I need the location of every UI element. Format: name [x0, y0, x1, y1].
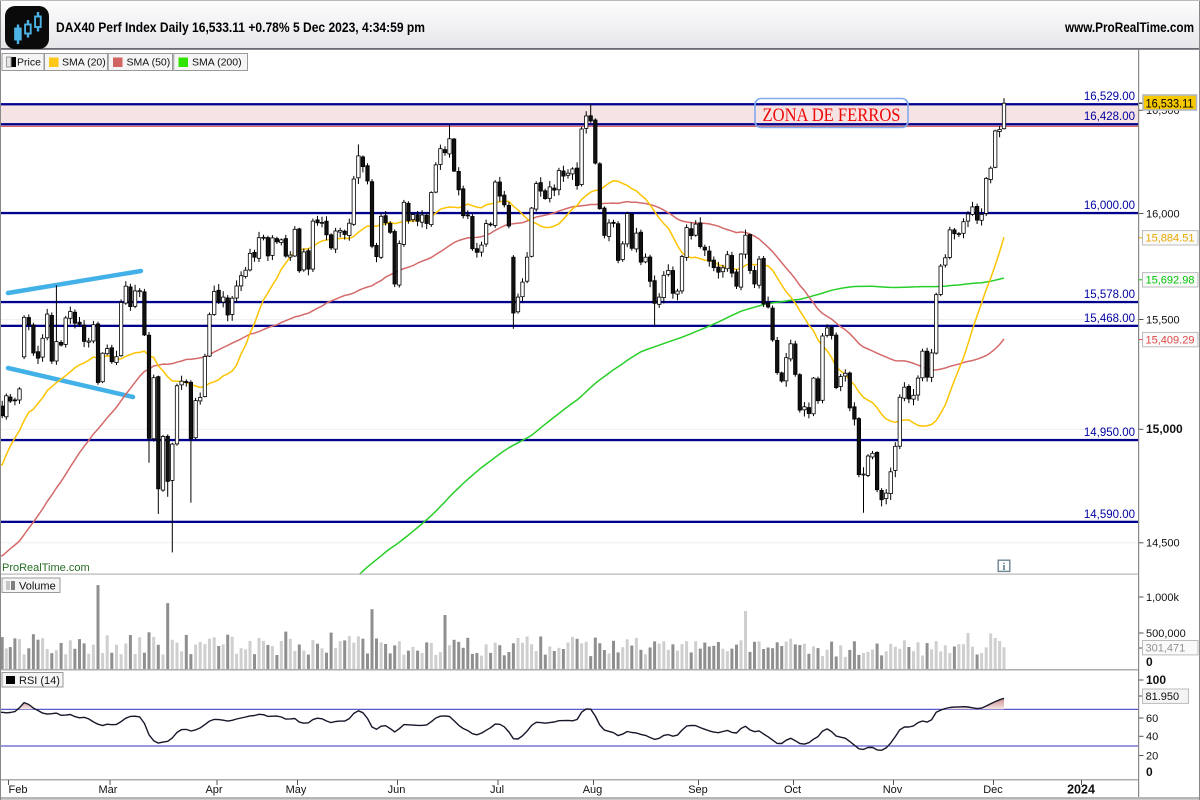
- svg-text:Apr: Apr: [205, 784, 222, 796]
- svg-text:20: 20: [1146, 750, 1158, 762]
- svg-text:40: 40: [1146, 731, 1158, 743]
- svg-text:15,500: 15,500: [1146, 314, 1180, 326]
- svg-text:301,471: 301,471: [1146, 643, 1186, 655]
- svg-text:Feb: Feb: [9, 784, 28, 796]
- svg-text:15,692.98: 15,692.98: [1146, 275, 1195, 287]
- svg-text:15,000: 15,000: [1146, 422, 1183, 436]
- svg-text:Oct: Oct: [784, 784, 801, 796]
- svg-text:16,529.00: 16,529.00: [1084, 91, 1135, 103]
- svg-text:ProRealTime.com: ProRealTime.com: [2, 562, 90, 574]
- svg-text:16,000: 16,000: [1146, 208, 1180, 220]
- svg-text:Mar: Mar: [99, 784, 118, 796]
- svg-text:SMA (200): SMA (200): [192, 57, 242, 69]
- svg-text:2024: 2024: [1067, 783, 1095, 797]
- svg-text:Dec: Dec: [983, 784, 1003, 796]
- svg-text:81.950: 81.950: [1146, 691, 1180, 703]
- svg-text:0: 0: [1146, 765, 1153, 779]
- svg-text:100: 100: [1146, 673, 1166, 687]
- svg-text:16,533.11: 16,533.11: [1146, 98, 1194, 110]
- svg-text:Aug: Aug: [583, 784, 603, 796]
- svg-text:14,590.00: 14,590.00: [1084, 509, 1135, 521]
- svg-text:15,578.00: 15,578.00: [1084, 289, 1135, 301]
- svg-text:Nov: Nov: [883, 784, 903, 796]
- svg-text:500,000: 500,000: [1146, 628, 1186, 640]
- svg-text:DAX40 Perf Index Daily 16,533.: DAX40 Perf Index Daily 16,533.11 +0.78% …: [56, 20, 425, 35]
- svg-text:ZONA DE FERROS: ZONA DE FERROS: [763, 105, 901, 126]
- svg-text:i: i: [1003, 562, 1006, 573]
- svg-text:15,409.29: 15,409.29: [1146, 334, 1195, 346]
- svg-text:May: May: [286, 784, 307, 796]
- svg-text:Jul: Jul: [490, 784, 504, 796]
- svg-text:SMA (20): SMA (20): [62, 57, 106, 69]
- svg-text:1,000k: 1,000k: [1146, 592, 1180, 604]
- svg-text:60: 60: [1146, 713, 1158, 725]
- svg-text:www.ProRealTime.com: www.ProRealTime.com: [1064, 20, 1194, 35]
- svg-text:Volume: Volume: [19, 581, 56, 593]
- svg-text:SMA (50): SMA (50): [127, 57, 171, 69]
- svg-text:0: 0: [1146, 655, 1153, 669]
- svg-text:15,468.00: 15,468.00: [1084, 313, 1135, 325]
- svg-text:RSI (14): RSI (14): [19, 675, 60, 687]
- svg-text:Jun: Jun: [388, 784, 406, 796]
- svg-text:Sep: Sep: [688, 784, 708, 796]
- svg-text:14,500: 14,500: [1146, 538, 1180, 550]
- svg-text:16,428.00: 16,428.00: [1084, 111, 1135, 123]
- svg-text:15,884.51: 15,884.51: [1146, 233, 1195, 245]
- svg-text:16,000.00: 16,000.00: [1084, 200, 1135, 212]
- svg-text:Price: Price: [17, 57, 41, 69]
- svg-text:14,950.00: 14,950.00: [1084, 427, 1135, 439]
